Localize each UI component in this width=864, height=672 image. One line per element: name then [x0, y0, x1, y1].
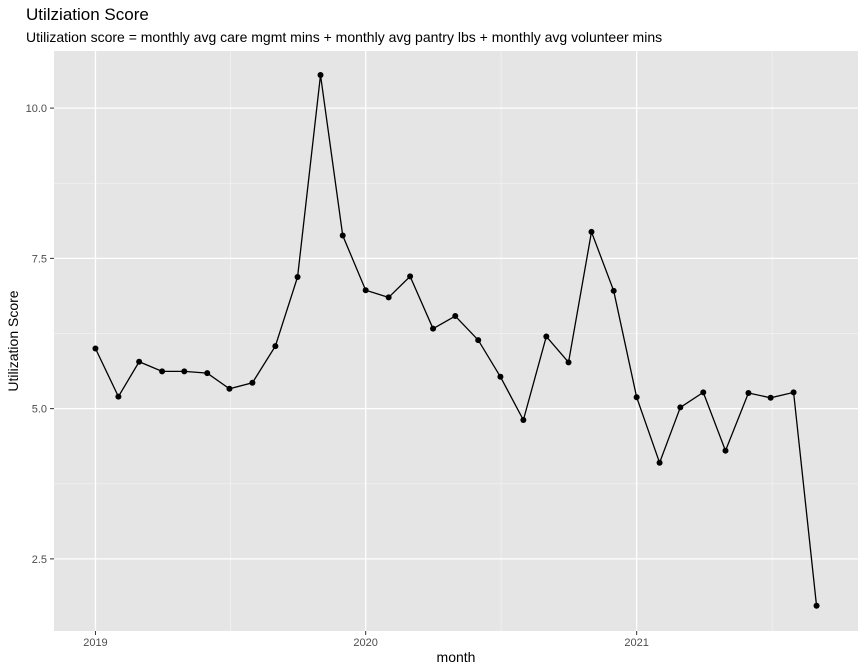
data-point [497, 373, 504, 380]
data-point [745, 389, 752, 396]
y-tick-label: 2.5 [32, 554, 47, 566]
data-point [294, 273, 301, 280]
data-point [722, 447, 729, 454]
data-point [790, 389, 797, 396]
data-point [700, 389, 707, 396]
data-point [249, 379, 256, 386]
data-point [339, 232, 346, 239]
data-point [588, 228, 595, 235]
data-point [633, 394, 640, 401]
data-point [656, 459, 663, 466]
y-tick-label: 10.0 [26, 103, 47, 115]
y-tick-label: 7.5 [32, 253, 47, 265]
data-points [92, 72, 820, 609]
data-point [115, 393, 122, 400]
data-point [813, 602, 820, 609]
data-point [430, 325, 437, 332]
x-tick-label: 2019 [83, 637, 107, 649]
y-axis-title: Utilization Score [5, 290, 21, 391]
x-tick-label: 2020 [353, 637, 377, 649]
data-point [610, 287, 617, 294]
data-point [520, 417, 527, 424]
x-tick-label: 2021 [624, 637, 648, 649]
data-point [677, 404, 684, 411]
data-point [767, 394, 774, 401]
plot-panel [54, 51, 858, 631]
data-point [385, 294, 392, 301]
data-point [92, 345, 99, 352]
grid-minor [54, 51, 858, 631]
data-point [204, 370, 211, 377]
data-point [272, 343, 279, 350]
data-point [565, 359, 572, 366]
data-point [362, 287, 369, 294]
data-point [407, 273, 414, 280]
data-point [543, 333, 550, 340]
grid-major [54, 51, 858, 631]
data-point [452, 313, 459, 320]
data-point [226, 385, 233, 392]
y-axis: 2.5 5.0 7.5 10.0 [26, 103, 54, 566]
data-point [475, 337, 482, 344]
chart-subtitle: Utilization score = monthly avg care mgm… [26, 29, 662, 45]
data-point [136, 358, 143, 365]
data-point [181, 368, 188, 375]
chart-title: Utilziation Score [26, 5, 149, 24]
data-point [159, 368, 166, 375]
y-tick-label: 5.0 [32, 404, 47, 416]
x-axis-title: month [437, 649, 476, 665]
x-axis: 2019 2020 2021 [83, 631, 649, 649]
data-point [317, 72, 324, 79]
